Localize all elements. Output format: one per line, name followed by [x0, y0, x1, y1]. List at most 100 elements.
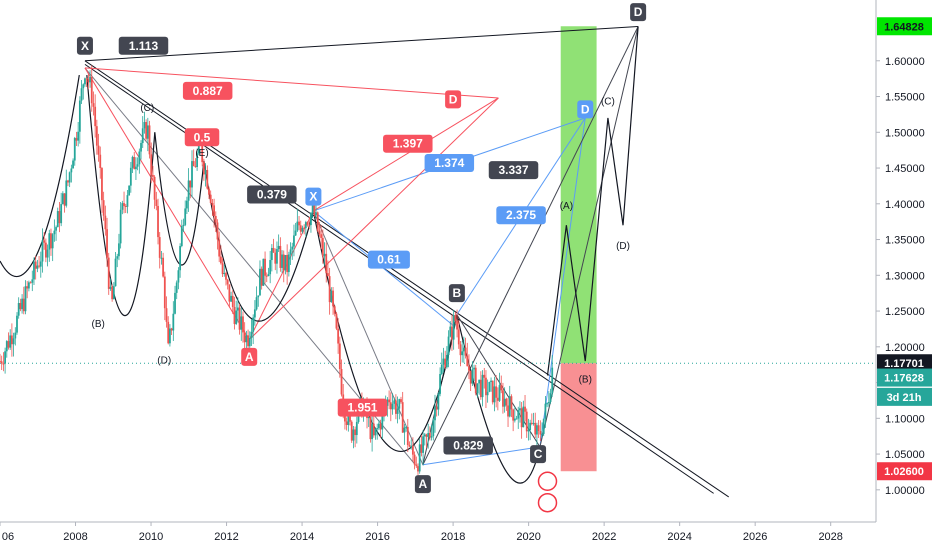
candle-31: [51, 233, 54, 262]
ratio-label-9[interactable]: 1.951: [337, 398, 388, 417]
candle-171: [289, 242, 292, 265]
candle-199: [337, 318, 340, 354]
candle-258: [437, 391, 440, 416]
candle-166: [281, 250, 283, 273]
candle-93: [157, 198, 159, 245]
candle-253: [428, 426, 431, 441]
svg-text:1.397: 1.397: [393, 137, 423, 151]
ratio-label-8[interactable]: 0.61: [367, 250, 410, 269]
ratio-label-5[interactable]: 0.379: [247, 185, 297, 204]
candle-50: [84, 77, 86, 87]
svg-text:1.951: 1.951: [347, 401, 377, 415]
candle-187: [316, 211, 319, 233]
candle-9: [14, 327, 17, 346]
y-tick-8: 1.40000: [885, 199, 925, 211]
candle-170: [287, 251, 290, 277]
candle-159: [269, 250, 272, 284]
ratio-label-7[interactable]: 2.375: [496, 206, 546, 225]
candle-15: [24, 280, 27, 315]
candle-169: [286, 244, 289, 285]
candle-107: [180, 219, 183, 248]
wave-label-0: (C): [140, 103, 154, 114]
point-label-7[interactable]: A: [414, 475, 431, 494]
candle-219: [371, 415, 374, 452]
point-label-4[interactable]: D: [630, 3, 647, 22]
candle-173: [293, 224, 295, 257]
candle-98: [165, 296, 168, 328]
y-tick-11: 1.55000: [885, 92, 925, 104]
point-label-0[interactable]: X: [76, 36, 93, 55]
candle-174: [294, 222, 297, 236]
candle-153: [259, 260, 261, 296]
candle-80: [135, 157, 137, 181]
wave-label-5: (C): [601, 96, 615, 107]
candle-95: [160, 250, 163, 265]
price-tag-3[interactable]: 3d 21h: [877, 387, 932, 406]
time-axis[interactable]: 06 2008 2010 2012 2014 2016 2018 2020 2022 2024 20…: [0, 522, 843, 543]
ratio-label-6[interactable]: 3.337: [488, 161, 539, 180]
candle-278: [471, 361, 474, 386]
point-label-3[interactable]: D: [577, 100, 594, 119]
event-marker-1[interactable]: [537, 471, 558, 491]
candle-125: [211, 198, 214, 216]
candle-87: [146, 117, 149, 152]
point-label-6[interactable]: B: [448, 284, 465, 303]
candle-301: [510, 394, 513, 418]
candle-54: [90, 65, 93, 112]
point-label-8[interactable]: C: [530, 445, 547, 464]
candle-182: [308, 216, 311, 230]
candle-127: [214, 211, 217, 233]
candle-21: [34, 255, 37, 280]
candle-297: [503, 387, 506, 413]
wave-label-7: (D): [616, 241, 630, 252]
price-tag-0[interactable]: 1.64828: [877, 17, 932, 36]
candle-285: [483, 367, 486, 389]
ratio-label-1[interactable]: 0.887: [182, 81, 233, 100]
candle-141: [238, 303, 241, 335]
svg-text:1.17701: 1.17701: [884, 358, 924, 370]
candle-197: [333, 305, 336, 317]
svg-text:A: A: [245, 350, 254, 364]
candle-322: [546, 402, 549, 408]
event-marker-2[interactable]: [537, 492, 558, 513]
ratio-label-2[interactable]: 1.397: [383, 134, 433, 153]
candle-66: [111, 284, 114, 302]
candle-324: [549, 388, 552, 404]
candle-256: [434, 394, 436, 433]
price-tag-1[interactable]: 1.17701: [877, 354, 932, 373]
trend-line-14: [313, 97, 499, 212]
candle-230: [389, 392, 392, 422]
price-axis[interactable]: 1.000001.050001.100001.150001.200001.250…: [876, 56, 925, 497]
price-tag-2[interactable]: 1.17628: [877, 368, 932, 387]
ratio-label-10[interactable]: 0.829: [443, 436, 493, 455]
svg-text:1.02600: 1.02600: [884, 466, 924, 478]
point-label-2[interactable]: D: [445, 90, 462, 109]
candle-90: [152, 165, 154, 181]
candle-72: [121, 200, 124, 215]
candle-113: [191, 150, 193, 198]
candle-323: [547, 391, 550, 407]
point-label-1[interactable]: X: [305, 187, 322, 206]
candle-115: [194, 158, 197, 168]
trend-line-2: [84, 25, 639, 62]
candle-228: [386, 397, 389, 417]
ratio-label-4[interactable]: 0.5: [184, 128, 220, 147]
candle-178: [301, 225, 304, 234]
ratio-label-3[interactable]: 1.374: [424, 154, 475, 173]
price-tag-4[interactable]: 1.02600: [877, 462, 932, 481]
x-tick-10: 2026: [743, 531, 767, 543]
x-tick-8: 2022: [592, 531, 616, 543]
candle-71: [119, 202, 122, 249]
x-tick-3: 2012: [214, 531, 238, 543]
point-label-5[interactable]: A: [241, 347, 258, 366]
candle-307: [520, 402, 523, 439]
candle-148: [250, 319, 253, 346]
ratio-label-0[interactable]: 1.113: [118, 36, 169, 55]
candle-47: [78, 96, 81, 144]
candle-263: [445, 346, 448, 369]
candle-286: [485, 370, 487, 408]
candle-123: [208, 186, 210, 199]
candle-6: [9, 329, 12, 350]
y-tick-6: 1.30000: [885, 270, 925, 282]
